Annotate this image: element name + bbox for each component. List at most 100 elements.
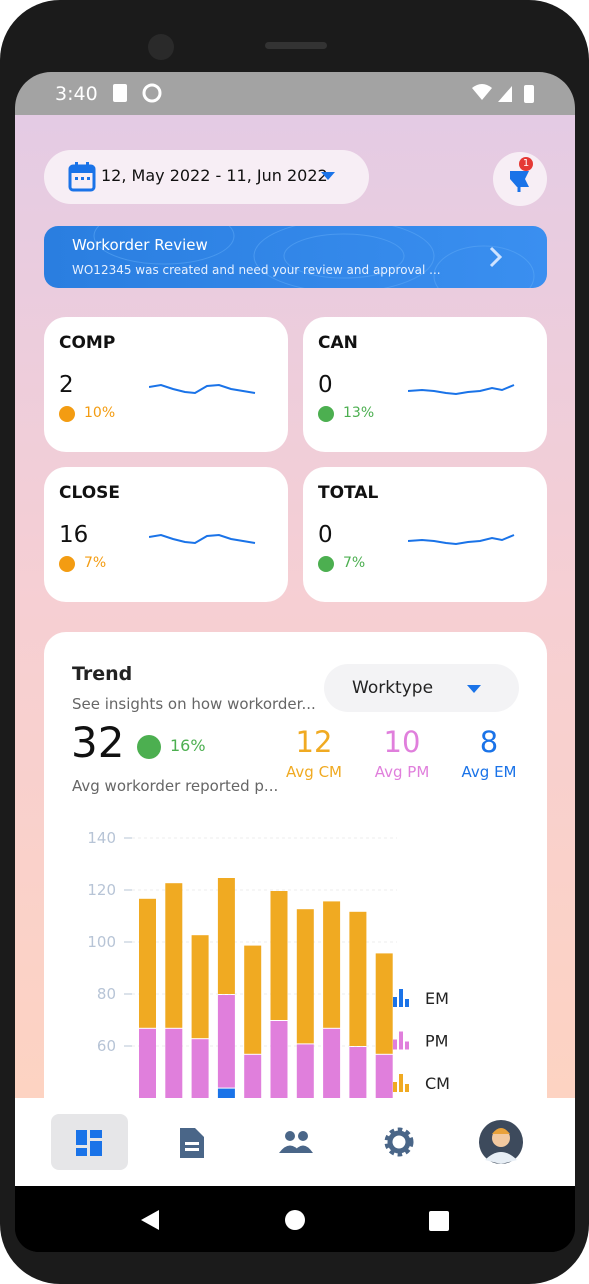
bar-segment — [244, 1054, 262, 1098]
stat: 10 Avg PM — [372, 725, 432, 781]
y-tick-label: 60 — [97, 1037, 116, 1055]
time: 3:40 — [55, 83, 98, 105]
card-label: TOTAL — [318, 483, 379, 503]
sparkline — [149, 533, 256, 545]
bar-segment — [244, 945, 262, 1054]
camera — [148, 34, 174, 60]
home-button[interactable] — [284, 1209, 306, 1231]
legend-icon-bar — [393, 997, 397, 1007]
trend-value: 32 — [71, 718, 125, 767]
legend-icon-bar — [399, 1031, 403, 1050]
sparkline — [149, 383, 256, 395]
stat-label: Avg PM — [374, 763, 430, 781]
y-tick-label: 100 — [87, 933, 116, 951]
stat-value: 8 — [479, 725, 499, 759]
nav-settings[interactable] — [383, 1126, 415, 1158]
trend-caption: Avg workorder reported p... — [72, 777, 279, 795]
worktype-dropdown[interactable]: Worktype — [324, 664, 519, 712]
trend-change: 16% — [170, 736, 206, 755]
bar-segment — [349, 1047, 367, 1098]
status-icons — [113, 83, 162, 103]
date-range: 12, May 2022 - 11, Jun 2022 — [101, 166, 328, 185]
bar-segment — [323, 901, 341, 1028]
card-change: 13% — [343, 405, 375, 421]
stat-card[interactable]: TOTAL 0 7% — [303, 467, 547, 602]
screen: 3:40 12, May 2022 - 11, Jun 2022 1 Worko… — [15, 72, 575, 1252]
change-icon — [137, 735, 161, 759]
trend-card: Trend See insights on how workorder... W… — [44, 632, 547, 1098]
sparkline — [408, 384, 515, 396]
legend-label: CM — [425, 1074, 450, 1093]
trend-title: Trend — [72, 663, 133, 685]
trend-subtitle: See insights on how workorder... — [72, 695, 316, 713]
banner-message: WO12345 was created and need your review… — [72, 263, 441, 277]
content: 12, May 2022 - 11, Jun 2022 1 Workorder … — [15, 115, 575, 1098]
bar-segment — [191, 1039, 209, 1098]
legend-label: EM — [425, 989, 449, 1008]
system-icons — [472, 84, 534, 103]
change-icon — [318, 556, 334, 572]
bar-segment — [375, 1054, 393, 1098]
dropdown-label: Worktype — [352, 678, 434, 698]
y-tick-label: 120 — [87, 881, 116, 899]
stat-label: Avg EM — [461, 763, 517, 781]
bar-segment — [139, 1028, 156, 1098]
bar-segment — [349, 911, 367, 1046]
nav-team[interactable] — [279, 1130, 313, 1154]
trend-chart: 60 80 100 120 140 EM PM CM — [87, 829, 450, 1098]
card-label: CLOSE — [59, 483, 121, 503]
stat-value: 12 — [295, 725, 333, 759]
bar-segment — [270, 1021, 288, 1098]
legend-icon-bar — [405, 999, 409, 1007]
legend-icon-bar — [393, 1039, 397, 1050]
bar-segment — [139, 898, 156, 1028]
legend-icon-bar — [405, 1084, 409, 1092]
legend-icon-bar — [393, 1082, 397, 1092]
notification-badge: 1 — [519, 157, 533, 171]
stat-card[interactable]: CLOSE 16 7% — [44, 467, 288, 602]
bar-segment — [217, 878, 235, 994]
nav-profile[interactable] — [479, 1120, 523, 1164]
date-picker[interactable]: 12, May 2022 - 11, Jun 2022 — [44, 150, 369, 204]
bar-segment — [165, 1028, 183, 1098]
status-bar: 3:40 — [15, 72, 575, 115]
system-nav — [15, 1186, 575, 1252]
card-change: 7% — [343, 555, 366, 571]
card-label: COMP — [59, 333, 116, 353]
legend-icon — [393, 1074, 409, 1092]
dropdown-arrow — [467, 685, 481, 693]
banner-title: Workorder Review — [72, 236, 208, 254]
bar-segment — [296, 909, 314, 1044]
back-button[interactable] — [139, 1208, 161, 1232]
stat-card[interactable]: CAN 0 13% — [303, 317, 547, 452]
sparkline — [408, 534, 515, 546]
change-icon — [59, 406, 75, 422]
notification-button[interactable]: 1 — [493, 152, 547, 206]
bottom-nav — [15, 1098, 575, 1186]
stat: 12 Avg CM — [284, 725, 344, 781]
change-icon — [318, 406, 334, 422]
stat-card[interactable]: COMP 2 10% — [44, 317, 288, 452]
speaker — [265, 42, 327, 49]
stat-value: 10 — [383, 725, 421, 759]
bar-segment — [217, 995, 235, 1088]
bar-segment — [296, 1044, 314, 1098]
banner-pattern — [93, 226, 535, 288]
nav-dashboard[interactable] — [51, 1114, 128, 1170]
banner[interactable]: Workorder Review WO12345 was created and… — [44, 226, 547, 288]
nav-documents[interactable] — [180, 1128, 204, 1158]
card-label: CAN — [318, 333, 358, 353]
y-tick-label: 80 — [97, 985, 116, 1003]
bar-segment — [375, 953, 393, 1054]
bar-segment — [323, 1028, 341, 1098]
change-icon — [59, 556, 75, 572]
calendar-icon — [68, 162, 96, 192]
legend-icon — [393, 989, 409, 1007]
stat-label: Avg CM — [286, 763, 342, 781]
notification-icon — [510, 171, 529, 192]
recents-button[interactable] — [428, 1210, 450, 1232]
dropdown-arrow — [321, 172, 335, 180]
chevron — [489, 246, 503, 268]
